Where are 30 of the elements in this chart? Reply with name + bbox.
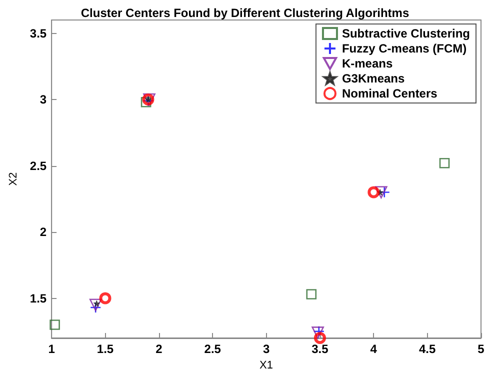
point (368, 186, 380, 198)
legend-label: Nominal Centers (342, 86, 438, 100)
legend-label: Subtractive Clustering (342, 26, 470, 40)
chart-title: Cluster Centers Found by Different Clustering Algorihtms (80, 6, 410, 20)
y-tick-label: 3.5 (30, 26, 47, 40)
x-tick-label: 4.5 (418, 342, 436, 356)
y-tick-label: 1.5 (30, 291, 47, 306)
y-axis-title: X2 (8, 172, 20, 186)
y-tick-label: 2.5 (30, 158, 47, 173)
point (89, 298, 102, 312)
point (306, 289, 317, 300)
y-tick-label: 2 (40, 225, 47, 239)
point (140, 97, 152, 108)
x-tick-label: 3.5 (312, 342, 329, 356)
x-axis-title: X1 (260, 359, 274, 372)
x-tick-label: 5 (478, 342, 485, 356)
x-tick-label: 1.5 (96, 342, 114, 356)
x-tick-label: 2 (156, 342, 163, 356)
x-tick-label: 3 (262, 342, 270, 356)
x-tick-label: 1 (48, 342, 56, 356)
legend-label: Fuzzy C-means (FCM) (342, 42, 467, 56)
y-tick-label: 3 (40, 92, 47, 106)
point (314, 332, 326, 344)
legend-label: G3Kmeans (342, 72, 405, 86)
point (50, 320, 60, 330)
x-tick-label: 2.5 (204, 342, 222, 356)
point (99, 292, 112, 304)
point (439, 158, 450, 168)
x-tick-label: 4 (370, 342, 378, 356)
legend-label: K-means (342, 56, 393, 70)
